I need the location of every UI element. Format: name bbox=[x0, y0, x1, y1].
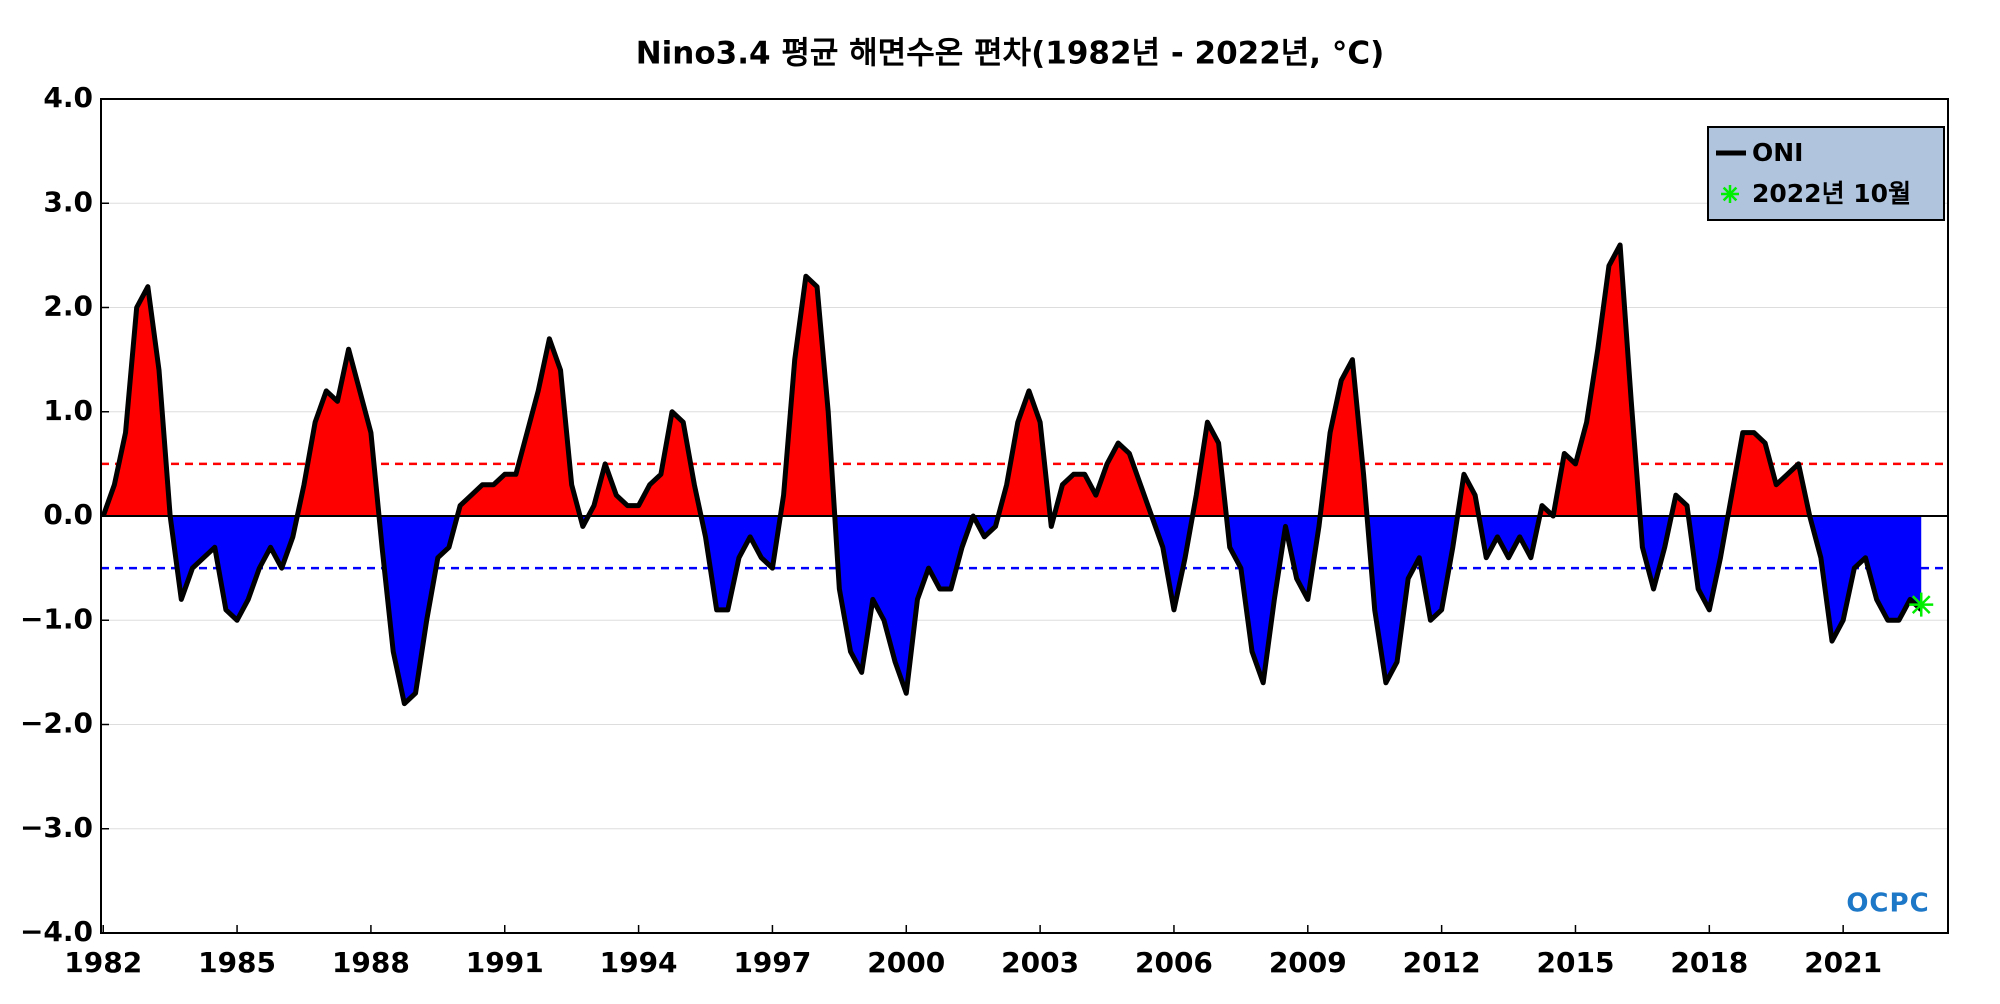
x-tick-label: 1988 bbox=[332, 946, 410, 979]
logo: OCPC bbox=[1846, 889, 1929, 919]
y-tick-label: 4.0 bbox=[43, 81, 93, 114]
star-ray bbox=[1722, 186, 1738, 202]
x-tick-label: 2018 bbox=[1670, 946, 1748, 979]
star-ray bbox=[1911, 595, 1931, 614]
positive-area bbox=[103, 244, 1922, 516]
y-tick-label: 0.0 bbox=[43, 498, 93, 531]
chart-title: Nino3.4 평균 해면수온 편차(1982년 - 2022년, °C) bbox=[636, 36, 1385, 72]
y-tick-label: −3.0 bbox=[20, 811, 93, 844]
oni-line bbox=[100, 242, 1923, 707]
x-tick-label: 2006 bbox=[1135, 946, 1213, 979]
y-tick-label: −1.0 bbox=[20, 602, 93, 635]
y-tick-label: 2.0 bbox=[43, 290, 93, 323]
y-tick-label: 3.0 bbox=[43, 185, 93, 218]
legend-box bbox=[1707, 126, 1945, 221]
x-tick-label: 2021 bbox=[1804, 946, 1882, 979]
legend-label: ONI bbox=[1752, 138, 1803, 167]
x-tick-label: 1994 bbox=[600, 946, 678, 979]
y-tick-label: −2.0 bbox=[20, 707, 93, 740]
x-tick-label: 2003 bbox=[1001, 946, 1079, 979]
x-tick-label: 2009 bbox=[1269, 946, 1347, 979]
x-tick-label: 2000 bbox=[867, 946, 945, 979]
x-tick-label: 1985 bbox=[198, 946, 276, 979]
plot-frame bbox=[100, 98, 1949, 934]
negative-area bbox=[103, 516, 1922, 704]
x-tick-label: 1997 bbox=[733, 946, 811, 979]
y-tick-label: 1.0 bbox=[43, 394, 93, 427]
y-tick-label: −4.0 bbox=[20, 915, 93, 948]
marker bbox=[1909, 592, 1934, 617]
x-tick-label: 2015 bbox=[1537, 946, 1615, 979]
x-tick-label: 2012 bbox=[1403, 946, 1481, 979]
x-tick-label: 1991 bbox=[466, 946, 544, 979]
legend-marker bbox=[1721, 185, 1739, 203]
x-tick-label: 1982 bbox=[64, 946, 142, 979]
legend-label: 2022년 10월 bbox=[1752, 179, 1911, 208]
